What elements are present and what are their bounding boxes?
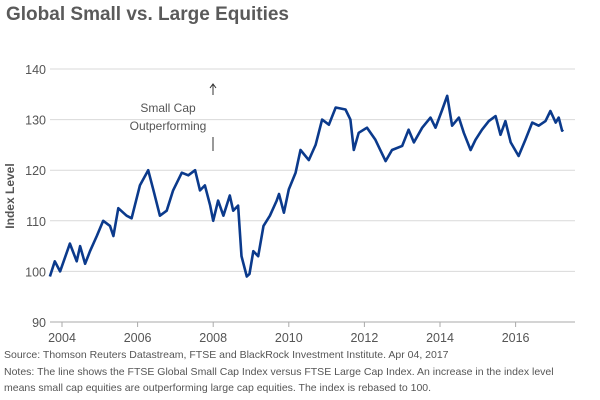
x-tick-label: 2006 xyxy=(124,331,152,345)
annotation-line2: Outperforming xyxy=(130,119,207,133)
y-tick-label: 120 xyxy=(25,164,46,178)
x-tick-label: 2016 xyxy=(502,331,530,345)
x-tick-label: 2012 xyxy=(350,331,378,345)
x-tick-label: 2008 xyxy=(199,331,227,345)
gridlines xyxy=(50,68,575,272)
x-tick-label: 2010 xyxy=(275,331,303,345)
source-note: Source: Thomson Reuters Datastream, FTSE… xyxy=(4,349,449,361)
x-tick-label: 2004 xyxy=(48,331,76,345)
annotation: Small Cap Outperforming xyxy=(130,83,217,151)
y-tick-label: 140 xyxy=(25,63,46,77)
notes-line-2: means small cap equities are outperformi… xyxy=(4,382,432,394)
series-line xyxy=(48,94,565,278)
y-tick-label: 110 xyxy=(26,215,46,229)
y-axis-label: Index Level xyxy=(3,163,17,228)
annotation-line1: Small Cap xyxy=(140,101,196,115)
x-tick-label: 2014 xyxy=(426,331,454,345)
up-arrow-icon xyxy=(209,83,217,151)
y-tick-label: 130 xyxy=(25,114,46,128)
notes-line-1: Notes: The line shows the FTSE Global Sm… xyxy=(4,366,554,378)
y-axis: 90 100 110 120 130 140 xyxy=(25,63,46,330)
x-axis: 2004 2006 2008 2010 2012 2014 2016 xyxy=(48,321,575,345)
chart-title: Global Small vs. Large Equities xyxy=(6,4,289,25)
y-tick-label: 90 xyxy=(32,316,46,330)
y-tick-label: 100 xyxy=(25,265,46,279)
